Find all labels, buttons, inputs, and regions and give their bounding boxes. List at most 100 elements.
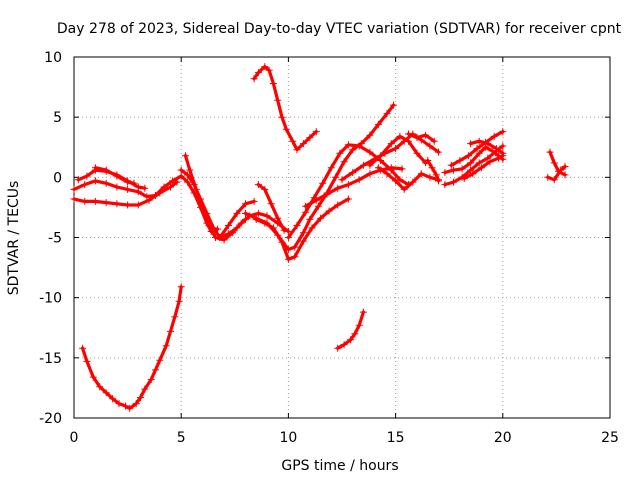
series-arc-24 xyxy=(546,148,569,179)
data-point xyxy=(302,202,310,210)
data-point xyxy=(344,195,352,203)
series-line xyxy=(426,158,441,183)
data-point xyxy=(70,195,78,203)
tick-labels: 0 5 10 15 20 25 -20 -15 -10 -5 0 5 10 xyxy=(39,50,619,446)
x-tick-label: 25 xyxy=(601,430,619,446)
data-point xyxy=(102,166,110,174)
series-line xyxy=(546,164,567,182)
data-point xyxy=(143,193,151,201)
data-point xyxy=(299,140,307,148)
y-tick-label: -5 xyxy=(48,231,62,247)
data-point xyxy=(145,196,153,204)
y-tick-label: 10 xyxy=(44,50,62,66)
data-point xyxy=(355,176,363,184)
data-point xyxy=(91,164,99,172)
data-point xyxy=(263,219,271,227)
data-point xyxy=(141,184,149,192)
data-point xyxy=(484,154,492,162)
x-tick-label: 5 xyxy=(177,430,186,446)
data-point xyxy=(124,185,132,193)
data-point xyxy=(237,219,245,227)
data-point xyxy=(278,113,286,121)
data-point xyxy=(250,197,258,205)
data-point xyxy=(284,234,292,241)
data-point xyxy=(460,175,468,182)
data-point xyxy=(124,178,132,186)
data-point xyxy=(263,212,271,220)
data-point xyxy=(261,63,269,71)
data-point xyxy=(450,178,457,186)
data-point xyxy=(355,321,363,329)
data-point xyxy=(216,234,224,241)
data-point xyxy=(475,137,483,145)
x-tick-label: 10 xyxy=(279,430,297,446)
data-point xyxy=(242,200,249,208)
data-point xyxy=(557,166,565,174)
data-point xyxy=(220,236,228,244)
data-point xyxy=(96,383,104,391)
data-point xyxy=(177,283,185,291)
data-point xyxy=(109,395,117,403)
data-point xyxy=(475,159,483,167)
data-point xyxy=(546,148,554,156)
data-point xyxy=(432,171,440,179)
data-point xyxy=(424,157,432,164)
data-point xyxy=(79,344,87,352)
data-point xyxy=(124,201,132,209)
series-arc-2 xyxy=(70,178,181,209)
data-point xyxy=(488,147,496,155)
data-point xyxy=(312,128,320,136)
chart-title: Day 278 of 2023, Sidereal Day-to-day VTE… xyxy=(57,21,622,37)
series-line xyxy=(243,103,396,252)
data-point xyxy=(374,164,382,172)
data-point xyxy=(426,173,434,181)
data-point xyxy=(484,140,492,148)
data-point xyxy=(458,165,466,173)
series-line xyxy=(548,150,567,177)
data-point xyxy=(355,142,363,150)
data-point xyxy=(387,140,395,148)
data-point xyxy=(359,308,367,316)
data-point xyxy=(293,146,301,154)
series-arc-18 xyxy=(424,157,442,185)
data-point xyxy=(299,229,307,237)
data-point xyxy=(499,152,507,160)
data-point xyxy=(113,172,121,180)
data-point xyxy=(422,131,430,139)
y-tick-label: -15 xyxy=(39,351,62,367)
data-point xyxy=(336,149,344,157)
data-point xyxy=(469,170,477,178)
y-tick-label: 5 xyxy=(53,110,62,126)
y-tick-label: 0 xyxy=(53,170,62,186)
data-point xyxy=(400,185,408,193)
data-point xyxy=(81,181,89,189)
y-tick-label: -20 xyxy=(39,411,62,427)
data-point xyxy=(467,166,475,174)
data-point xyxy=(167,327,174,335)
data-point xyxy=(467,140,475,148)
data-point xyxy=(486,158,494,166)
data-series xyxy=(70,63,569,412)
data-point xyxy=(102,389,110,397)
data-point xyxy=(366,161,374,169)
data-point xyxy=(413,134,421,142)
series-line xyxy=(406,132,436,143)
data-point xyxy=(312,196,320,204)
series-arc-25 xyxy=(544,163,569,184)
data-point xyxy=(137,394,144,401)
series-arc-8 xyxy=(250,63,320,154)
data-point xyxy=(274,96,282,104)
data-point xyxy=(398,165,406,173)
data-point xyxy=(327,164,335,172)
data-point xyxy=(91,197,99,205)
data-point xyxy=(184,178,192,186)
data-point xyxy=(334,201,342,209)
data-point xyxy=(477,164,485,172)
data-point xyxy=(396,132,404,140)
data-point xyxy=(81,197,89,205)
data-point xyxy=(254,209,262,217)
data-point xyxy=(347,336,355,344)
data-point xyxy=(224,222,232,229)
data-point xyxy=(254,69,262,77)
